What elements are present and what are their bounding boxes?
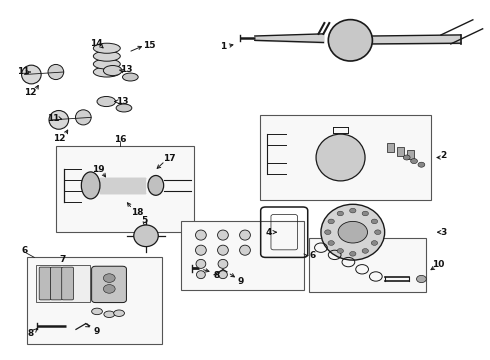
Text: 16: 16 (114, 135, 126, 144)
Text: 1: 1 (220, 41, 226, 50)
Text: 8: 8 (214, 271, 220, 280)
Ellipse shape (103, 66, 122, 76)
Ellipse shape (240, 245, 250, 255)
FancyBboxPatch shape (62, 267, 74, 300)
Ellipse shape (93, 43, 121, 53)
Ellipse shape (93, 59, 121, 69)
Circle shape (337, 211, 343, 216)
Circle shape (349, 251, 356, 256)
Text: 11: 11 (47, 113, 59, 122)
Ellipse shape (196, 245, 206, 255)
Text: 4: 4 (265, 228, 272, 237)
Text: 12: 12 (24, 88, 37, 97)
Circle shape (362, 248, 368, 253)
Text: 12: 12 (53, 134, 66, 143)
Circle shape (371, 219, 378, 224)
Circle shape (416, 275, 426, 283)
Ellipse shape (218, 230, 228, 240)
Circle shape (328, 219, 334, 224)
Ellipse shape (81, 172, 100, 199)
Text: 7: 7 (59, 255, 66, 264)
Ellipse shape (22, 65, 41, 84)
Bar (407, 150, 414, 159)
Ellipse shape (328, 19, 372, 61)
Circle shape (324, 230, 331, 235)
Ellipse shape (97, 96, 116, 107)
Bar (56, 146, 194, 232)
Bar (27, 257, 162, 344)
Text: 13: 13 (120, 65, 133, 74)
Text: 19: 19 (92, 165, 104, 174)
Ellipse shape (49, 111, 69, 129)
Ellipse shape (148, 175, 164, 195)
Ellipse shape (196, 259, 206, 269)
Bar (260, 115, 431, 200)
Circle shape (362, 211, 368, 216)
Ellipse shape (321, 204, 385, 260)
Ellipse shape (316, 134, 365, 181)
Ellipse shape (240, 230, 250, 240)
Ellipse shape (48, 64, 64, 80)
Text: 2: 2 (441, 151, 446, 160)
Text: 9: 9 (238, 277, 245, 287)
Ellipse shape (114, 310, 124, 316)
Circle shape (103, 274, 115, 282)
Text: 3: 3 (441, 228, 446, 237)
Ellipse shape (75, 110, 91, 125)
Ellipse shape (92, 308, 102, 315)
Circle shape (328, 241, 334, 246)
FancyBboxPatch shape (92, 266, 126, 302)
Bar (181, 221, 304, 290)
Bar (36, 265, 90, 302)
Text: 18: 18 (131, 208, 144, 217)
FancyBboxPatch shape (50, 267, 62, 300)
Text: 5: 5 (142, 216, 147, 225)
Ellipse shape (122, 73, 138, 81)
Ellipse shape (218, 245, 228, 255)
Circle shape (371, 241, 378, 246)
Ellipse shape (196, 271, 205, 279)
Circle shape (337, 248, 343, 253)
Circle shape (411, 158, 417, 163)
Ellipse shape (93, 67, 121, 77)
Ellipse shape (116, 104, 132, 112)
Ellipse shape (93, 51, 121, 61)
Ellipse shape (218, 259, 228, 269)
Ellipse shape (104, 311, 115, 318)
Circle shape (418, 162, 425, 167)
Text: 14: 14 (90, 39, 102, 48)
Text: 13: 13 (116, 97, 129, 106)
Text: 17: 17 (163, 154, 175, 163)
Circle shape (103, 284, 115, 293)
Ellipse shape (196, 230, 206, 240)
Text: 11: 11 (17, 68, 29, 77)
Circle shape (338, 221, 368, 243)
Text: 6: 6 (22, 246, 27, 255)
FancyBboxPatch shape (39, 267, 51, 300)
Text: 9: 9 (93, 327, 100, 336)
Text: 15: 15 (143, 40, 155, 49)
Text: 6: 6 (310, 251, 316, 260)
Ellipse shape (219, 271, 227, 279)
Bar (397, 147, 404, 156)
Text: 8: 8 (28, 329, 34, 338)
Text: 10: 10 (432, 260, 445, 269)
Bar (387, 143, 394, 152)
Circle shape (375, 230, 381, 235)
Circle shape (349, 208, 356, 213)
Bar (309, 238, 426, 292)
Circle shape (403, 155, 410, 160)
Ellipse shape (134, 225, 158, 247)
